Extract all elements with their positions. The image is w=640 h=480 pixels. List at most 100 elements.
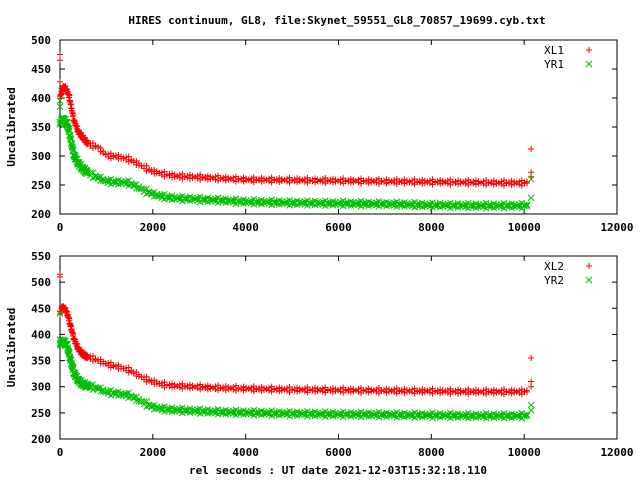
data-point <box>296 387 303 394</box>
data-point <box>62 83 69 89</box>
data-point <box>243 177 250 184</box>
data-point <box>314 178 321 185</box>
outlier-point <box>57 78 63 85</box>
x-tick-label: 2000 <box>140 446 167 459</box>
data-point <box>186 171 193 178</box>
series-XL1 <box>57 51 535 189</box>
data-point <box>222 383 229 390</box>
data-point <box>380 177 387 184</box>
outlier-point <box>57 51 63 58</box>
data-point <box>444 387 451 394</box>
y-tick-label: 250 <box>31 407 51 420</box>
data-point <box>309 176 316 183</box>
data-point <box>401 176 408 183</box>
data-point <box>355 176 362 183</box>
outlier-point <box>528 146 535 153</box>
data-point <box>238 384 245 391</box>
y-tick-label: 450 <box>31 302 51 315</box>
y-tick-label: 350 <box>31 355 51 368</box>
data-point <box>455 177 462 184</box>
y-tick-label: 300 <box>31 381 51 394</box>
outlier-point <box>527 194 535 202</box>
legend-label-XL2: XL2 <box>544 260 564 273</box>
data-point <box>220 174 227 181</box>
data-point <box>69 330 76 337</box>
y-tick-label: 200 <box>31 208 51 221</box>
data-point <box>472 177 479 184</box>
data-point <box>506 179 513 186</box>
data-point <box>309 386 316 393</box>
data-point <box>337 385 344 392</box>
data-point <box>363 386 370 393</box>
data-point <box>194 382 201 389</box>
y-tick-label: 450 <box>31 63 51 76</box>
data-point <box>276 175 283 182</box>
outlier-point <box>56 336 64 344</box>
top-panel: 200 250 300 350 400 450 500 0 2000 4000 6000 8000 10… <box>5 34 634 234</box>
data-point <box>87 353 94 360</box>
data-point <box>105 151 112 158</box>
data-point <box>283 175 290 182</box>
data-point <box>391 177 398 184</box>
data-point <box>171 383 178 390</box>
data-point <box>345 386 352 393</box>
data-point <box>163 172 170 179</box>
data-point <box>398 387 405 394</box>
data-point <box>66 315 73 322</box>
legend-label-YR1: YR1 <box>544 58 564 71</box>
data-point <box>332 178 339 185</box>
data-point <box>202 383 209 390</box>
x-axis-label: rel seconds : UT date 2021-12-03T15:32:1… <box>189 464 487 477</box>
data-point <box>363 177 370 184</box>
data-point <box>189 175 196 182</box>
data-point <box>261 177 268 184</box>
data-point <box>266 384 273 391</box>
data-point <box>166 381 173 388</box>
data-point <box>74 123 81 130</box>
data-point <box>434 178 441 185</box>
data-point <box>480 178 487 185</box>
data-point <box>278 387 285 394</box>
data-point <box>462 387 469 394</box>
data-point <box>230 383 237 390</box>
data-point <box>153 192 161 200</box>
x-tick-label: 0 <box>57 446 64 459</box>
series-YR2 <box>56 310 535 422</box>
data-point <box>470 178 477 185</box>
data-point <box>294 384 301 391</box>
data-point <box>212 383 219 390</box>
data-point <box>332 388 339 395</box>
data-point <box>95 143 102 150</box>
data-point <box>516 178 523 185</box>
data-point <box>409 177 416 184</box>
data-point <box>475 389 482 396</box>
x-tick-label: 10000 <box>508 221 541 234</box>
data-point <box>434 387 441 394</box>
data-point <box>255 385 262 392</box>
data-point <box>153 405 161 413</box>
data-point <box>243 386 250 393</box>
data-point <box>401 385 408 392</box>
y-tick-label: 500 <box>31 276 51 289</box>
outlier-point <box>528 383 535 390</box>
series-XL2 <box>57 271 535 398</box>
x-tick-label: 0 <box>57 221 64 234</box>
data-point <box>350 388 357 395</box>
data-point <box>398 177 405 184</box>
data-point <box>69 108 76 115</box>
data-point <box>194 172 201 179</box>
y-tick-label: 350 <box>31 121 51 134</box>
data-point <box>202 173 209 180</box>
data-point <box>67 98 74 105</box>
data-point <box>337 176 344 183</box>
x-tick-label: 4000 <box>232 221 259 234</box>
data-point <box>225 176 232 183</box>
data-point <box>143 162 150 169</box>
data-point <box>355 386 362 393</box>
data-point <box>365 176 372 183</box>
data-point <box>65 314 72 321</box>
x-tick-label: 6000 <box>325 221 352 234</box>
data-point <box>184 382 191 389</box>
data-point <box>258 174 265 181</box>
bottom-panel: 200 250 300 350 400 450 500 550 0 2000 4000 6000 800… <box>5 250 634 459</box>
